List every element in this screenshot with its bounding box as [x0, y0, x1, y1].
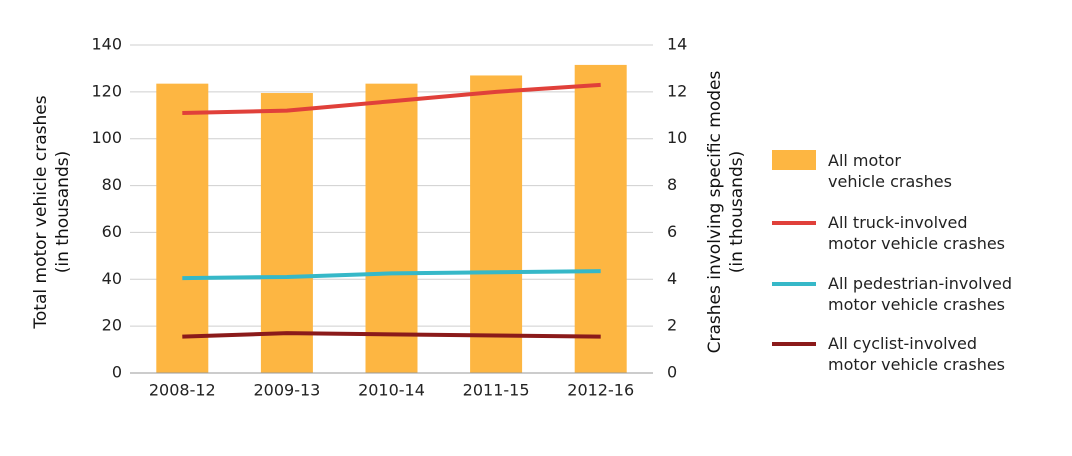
legend-item: All motor vehicle crashes — [772, 150, 952, 192]
y-tick-label: 0 — [112, 363, 122, 382]
line — [182, 331, 601, 339]
y2-tick-label: 2 — [667, 316, 677, 335]
y-tick-label: 120 — [91, 81, 122, 100]
legend-label: All motor vehicle crashes — [828, 151, 952, 191]
x-tick-label: 2009-13 — [253, 381, 320, 400]
legend-swatch — [772, 221, 816, 225]
y2-tick-label: 14 — [667, 35, 687, 54]
legend-swatch — [772, 150, 816, 170]
x-tick-label: 2012-16 — [567, 381, 634, 400]
x-tick-label: 2010-14 — [358, 381, 425, 400]
bar — [470, 75, 523, 373]
bar — [574, 64, 627, 374]
legend-label: All pedestrian-involved motor vehicle cr… — [828, 274, 1013, 314]
legend-swatch — [772, 282, 816, 286]
bar — [260, 93, 313, 374]
legend-item: All pedestrian-involved motor vehicle cr… — [772, 273, 1012, 315]
y2-axis-title: Crashes involving specific modes (in tho… — [705, 70, 747, 354]
y2-tick-label: 4 — [667, 269, 677, 288]
y-tick-label: 20 — [102, 316, 122, 335]
legend-item: All truck-involved motor vehicle crashes — [772, 212, 1005, 254]
legend-item: All cyclist-involved motor vehicle crash… — [772, 333, 1005, 375]
legend-label: All truck-involved motor vehicle crashes — [828, 213, 1006, 253]
y2-tick-label: 6 — [667, 222, 677, 241]
bar — [156, 83, 209, 374]
line — [182, 82, 601, 115]
x-tick-label: 2011-15 — [463, 381, 530, 400]
y-tick-label: 80 — [102, 175, 122, 194]
bar — [365, 83, 418, 374]
y-tick-label: 100 — [91, 128, 122, 147]
legend-swatch — [772, 342, 816, 346]
y2-tick-label: 8 — [667, 175, 677, 194]
line — [182, 269, 601, 281]
x-tick-label: 2008-12 — [149, 381, 216, 400]
y-axis-title: Total motor vehicle crashes (in thousand… — [31, 95, 73, 329]
y2-tick-label: 12 — [667, 81, 687, 100]
legend-label: All cyclist-involved motor vehicle crash… — [828, 334, 1006, 374]
y2-tick-label: 0 — [667, 363, 677, 382]
y2-tick-label: 10 — [667, 128, 687, 147]
y-tick-label: 40 — [102, 269, 122, 288]
y-tick-label: 60 — [102, 222, 122, 241]
y-tick-label: 140 — [91, 35, 122, 54]
